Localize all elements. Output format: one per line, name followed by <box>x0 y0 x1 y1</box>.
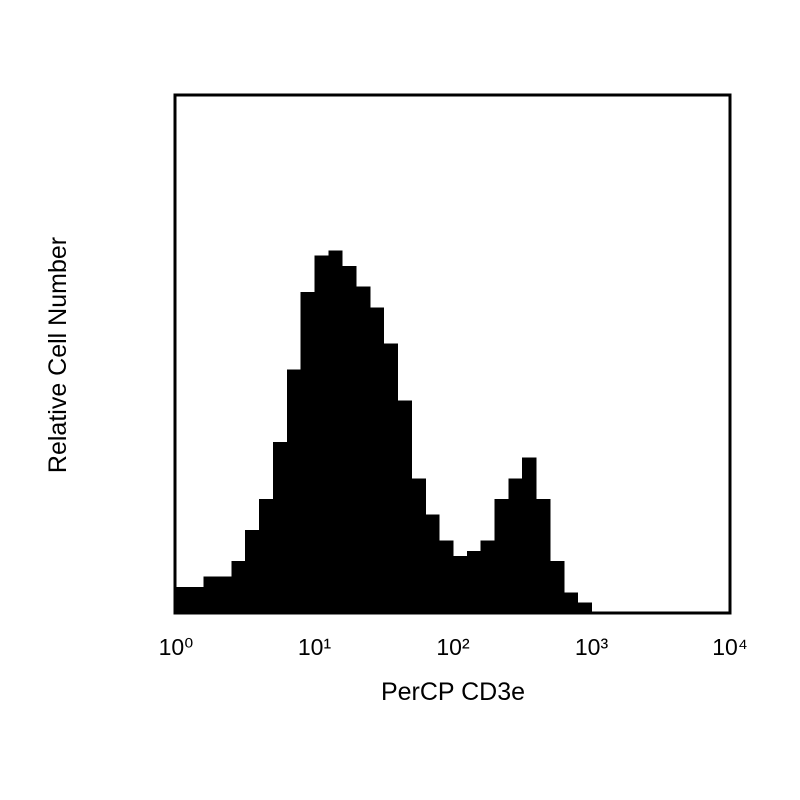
histogram-bar <box>383 343 399 613</box>
histogram-bar <box>314 255 329 613</box>
histogram-bar <box>328 250 343 613</box>
x-tick-label: 10⁴ <box>712 634 747 660</box>
histogram-bar <box>439 540 454 613</box>
histogram-bar <box>577 602 592 613</box>
histogram-bar <box>176 587 191 613</box>
x-axis-label: PerCP CD3e <box>381 678 525 706</box>
histogram-bar <box>411 478 426 613</box>
histogram-bar <box>453 556 468 613</box>
histogram-bar <box>259 499 274 613</box>
histogram-bar <box>189 587 205 613</box>
histogram-bar <box>203 576 219 613</box>
x-tick-label: 10² <box>436 634 470 660</box>
histogram-bar <box>549 561 565 613</box>
histogram-bar <box>466 550 482 613</box>
histogram-bar <box>272 442 288 613</box>
histogram-bar <box>369 307 385 613</box>
histogram-bar <box>356 286 371 613</box>
histogram-bar <box>286 369 302 613</box>
x-tick-label: 10⁰ <box>159 634 194 660</box>
x-tick-label: 10³ <box>575 634 609 660</box>
histogram-bar <box>508 478 523 613</box>
histogram-bar <box>397 400 412 613</box>
histogram-bar <box>480 540 496 613</box>
histogram-bar <box>217 576 232 613</box>
y-axis-label: Relative Cell Number <box>44 237 72 473</box>
histogram-bar <box>231 561 246 613</box>
x-tick-label: 10¹ <box>298 634 332 660</box>
histogram-bar <box>494 499 509 613</box>
plot-frame <box>173 93 732 615</box>
histogram-bar <box>245 530 260 613</box>
histogram-bar <box>522 457 537 613</box>
histogram-bar <box>563 592 579 613</box>
histogram-bar <box>342 265 357 613</box>
histogram-bar <box>300 291 315 613</box>
histogram-bar <box>425 514 440 613</box>
histogram-bar <box>536 499 551 613</box>
